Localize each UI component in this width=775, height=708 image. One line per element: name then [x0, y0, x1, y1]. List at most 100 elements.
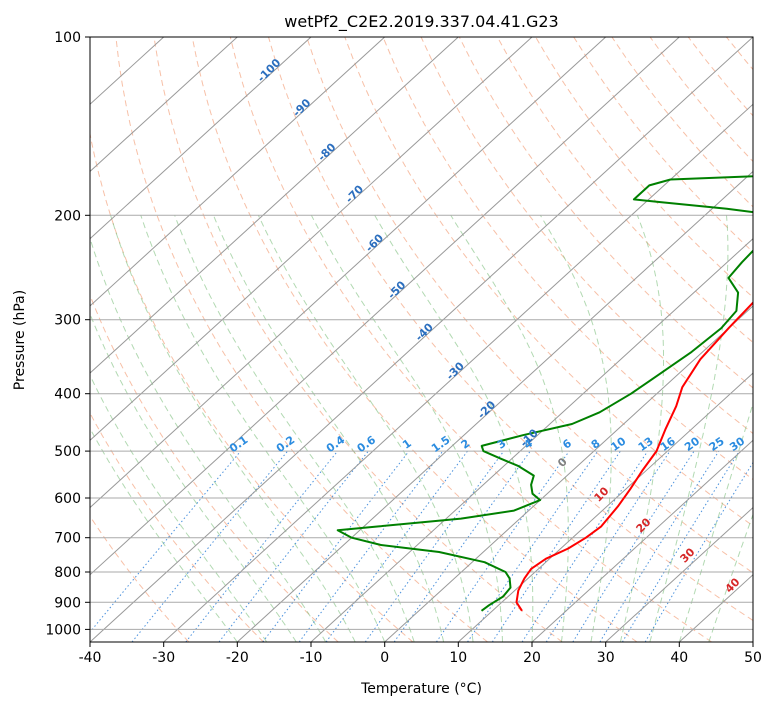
- x-tick-label: -10: [300, 650, 323, 666]
- isotherm: [457, 372, 753, 642]
- mixing-ratio-line: [325, 450, 468, 642]
- y-tick-label: 1000: [45, 622, 81, 638]
- isotherm: [605, 506, 753, 642]
- dry-adiabat: [90, 515, 190, 642]
- y-axis-label: Pressure (hPa): [12, 290, 28, 390]
- moist-adiabat: [140, 215, 386, 642]
- dry-adiabat: [726, 37, 753, 71]
- dry-adiabat: [90, 412, 264, 642]
- isotherm: [90, 37, 386, 307]
- mixing-ratio-line: [467, 450, 599, 642]
- axes: -40 -30 -20 -10 0 10 20 30 40 5010020030040050060…: [45, 30, 762, 666]
- isotherm: [90, 37, 312, 240]
- moist-adiabat: [257, 215, 474, 642]
- mixing-ratio-line: [621, 450, 740, 642]
- mixing-ratio-line: [131, 450, 288, 642]
- moist-adiabat: [619, 215, 664, 642]
- background-lines: [90, 37, 775, 642]
- isotherm: [90, 37, 607, 509]
- isotherm: [236, 170, 753, 642]
- dry-adiabat: [90, 131, 414, 642]
- x-tick-label: 20: [523, 650, 541, 666]
- mixing-ratio-line: [545, 450, 671, 642]
- moist-adiabat: [708, 513, 753, 642]
- x-tick-label: 10: [449, 650, 467, 666]
- moist-adiabat: [90, 236, 327, 642]
- isotherm: [531, 439, 753, 642]
- isotherm: [90, 37, 680, 576]
- isotherm: [384, 305, 753, 642]
- moist-adiabat: [174, 215, 415, 642]
- dry-adiabat: [306, 37, 753, 574]
- y-tick-label: 200: [54, 208, 81, 224]
- isotherm-label: -50: [385, 278, 408, 301]
- mixing-ratio-label: 1: [400, 437, 414, 452]
- mixing-ratio-label: 0.1: [227, 433, 250, 455]
- moist-adiabat: [90, 427, 238, 642]
- isotherm-label: -90: [290, 96, 313, 119]
- moist-adiabat: [213, 215, 445, 642]
- profile-series: [336, 175, 753, 612]
- plot-frame: [89, 36, 754, 643]
- y-tick-label: 500: [54, 444, 81, 460]
- dry-adiabat: [153, 37, 563, 642]
- isotherm: [90, 37, 753, 642]
- moist-adiabat: [90, 374, 268, 642]
- x-tick-label: -30: [152, 650, 175, 666]
- x-tick-label: 50: [744, 650, 762, 666]
- dry-adiabat: [115, 37, 488, 642]
- dry-adiabat: [687, 37, 753, 117]
- dry-adiabat: [382, 37, 753, 481]
- moist-adiabat: [110, 215, 356, 642]
- y-tick-label: 600: [54, 491, 81, 507]
- isotherm: [90, 37, 533, 442]
- mixing-ratio-line: [521, 450, 649, 642]
- isotherm-label: -60: [363, 231, 386, 254]
- chart-title: wetPf2_C2E2.2019.337.04.41.G23: [284, 12, 558, 32]
- x-tick-label: -20: [226, 650, 249, 666]
- x-axis-label: Temperature (°C): [360, 681, 482, 697]
- isotherm: [752, 641, 753, 642]
- isotherm: [90, 37, 238, 173]
- mixing-ratio-label: 0.6: [355, 433, 379, 455]
- y-tick-label: 400: [54, 387, 81, 403]
- mixing-ratio-line: [90, 450, 242, 633]
- x-tick-label: 30: [597, 650, 615, 666]
- moist-adiabat: [450, 215, 569, 642]
- dry-adiabat: [649, 37, 753, 163]
- x-tick-label: 40: [670, 650, 688, 666]
- isotherm: [90, 37, 459, 374]
- mixing-ratio-label: 8: [589, 437, 603, 452]
- moist-adiabat-label: 20: [634, 515, 654, 535]
- isotherm-label: -80: [315, 140, 338, 163]
- x-tick-label: -40: [79, 650, 102, 666]
- moist-adiabat-label: 10: [592, 484, 612, 504]
- isotherm-label: -30: [444, 359, 467, 382]
- dry-adiabat: [765, 37, 775, 642]
- isotherm-label: -100: [255, 56, 284, 85]
- y-tick-label: 800: [54, 565, 81, 581]
- dry-adiabat: [191, 37, 638, 642]
- isotherm-label: -20: [475, 398, 498, 421]
- y-tick-label: 900: [54, 595, 81, 611]
- mixing-ratio-line: [491, 450, 621, 642]
- y-tick-label: 300: [54, 313, 81, 329]
- x-tick-label: 0: [380, 650, 389, 666]
- mixing-ratio-line: [599, 450, 720, 642]
- dewpoint-line: [336, 175, 753, 612]
- mixing-ratio-line: [185, 450, 338, 642]
- dry-adiabat: [420, 37, 753, 435]
- mixing-ratio-line: [364, 450, 505, 642]
- mixing-ratio-label: 2: [459, 437, 473, 452]
- mixing-ratio-label: 0.4: [324, 433, 348, 455]
- moist-adiabat: [310, 215, 503, 642]
- mixing-ratio-line: [218, 450, 369, 642]
- moist-adiabat-label: 30: [678, 545, 698, 565]
- mixing-ratio-label: 6: [560, 437, 574, 452]
- y-tick-label: 100: [54, 30, 81, 46]
- y-tick-label: 700: [54, 531, 81, 547]
- mixing-ratio-line: [435, 450, 570, 642]
- dry-adiabat: [535, 37, 753, 298]
- mixing-ratio-line: [572, 450, 695, 642]
- grid-lines: [90, 37, 753, 642]
